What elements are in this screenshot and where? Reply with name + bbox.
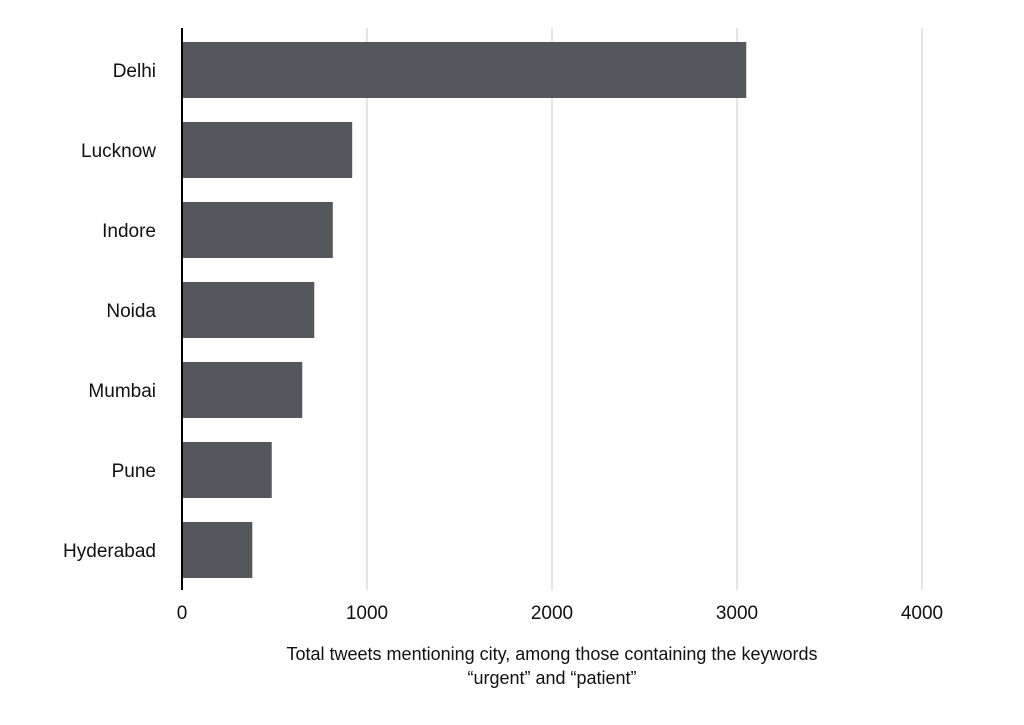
bar-lucknow [182,122,353,178]
x-tick-label: 0 [177,603,188,624]
bar-noida [182,282,315,338]
category-label: Mumbai [88,381,156,402]
bar-indore [182,202,333,258]
category-label: Indore [102,221,156,242]
bar-mumbai [182,362,303,418]
category-label: Delhi [113,61,156,82]
category-label: Lucknow [81,141,156,162]
x-tick-label: 4000 [901,603,943,624]
bar-pune [182,442,272,498]
x-tick-label: 1000 [346,603,388,624]
x-axis-label-line-2: “urgent” and “patient” [467,668,636,688]
bar-delhi [182,42,747,98]
x-tick-label: 2000 [531,603,573,624]
x-tick-label: 3000 [716,603,758,624]
category-label: Hyderabad [63,541,156,562]
x-axis-label-line-1: Total tweets mentioning city, among thos… [287,644,818,664]
category-label: Noida [106,301,156,322]
bar-hyderabad [182,522,253,578]
category-label: Pune [112,461,156,482]
